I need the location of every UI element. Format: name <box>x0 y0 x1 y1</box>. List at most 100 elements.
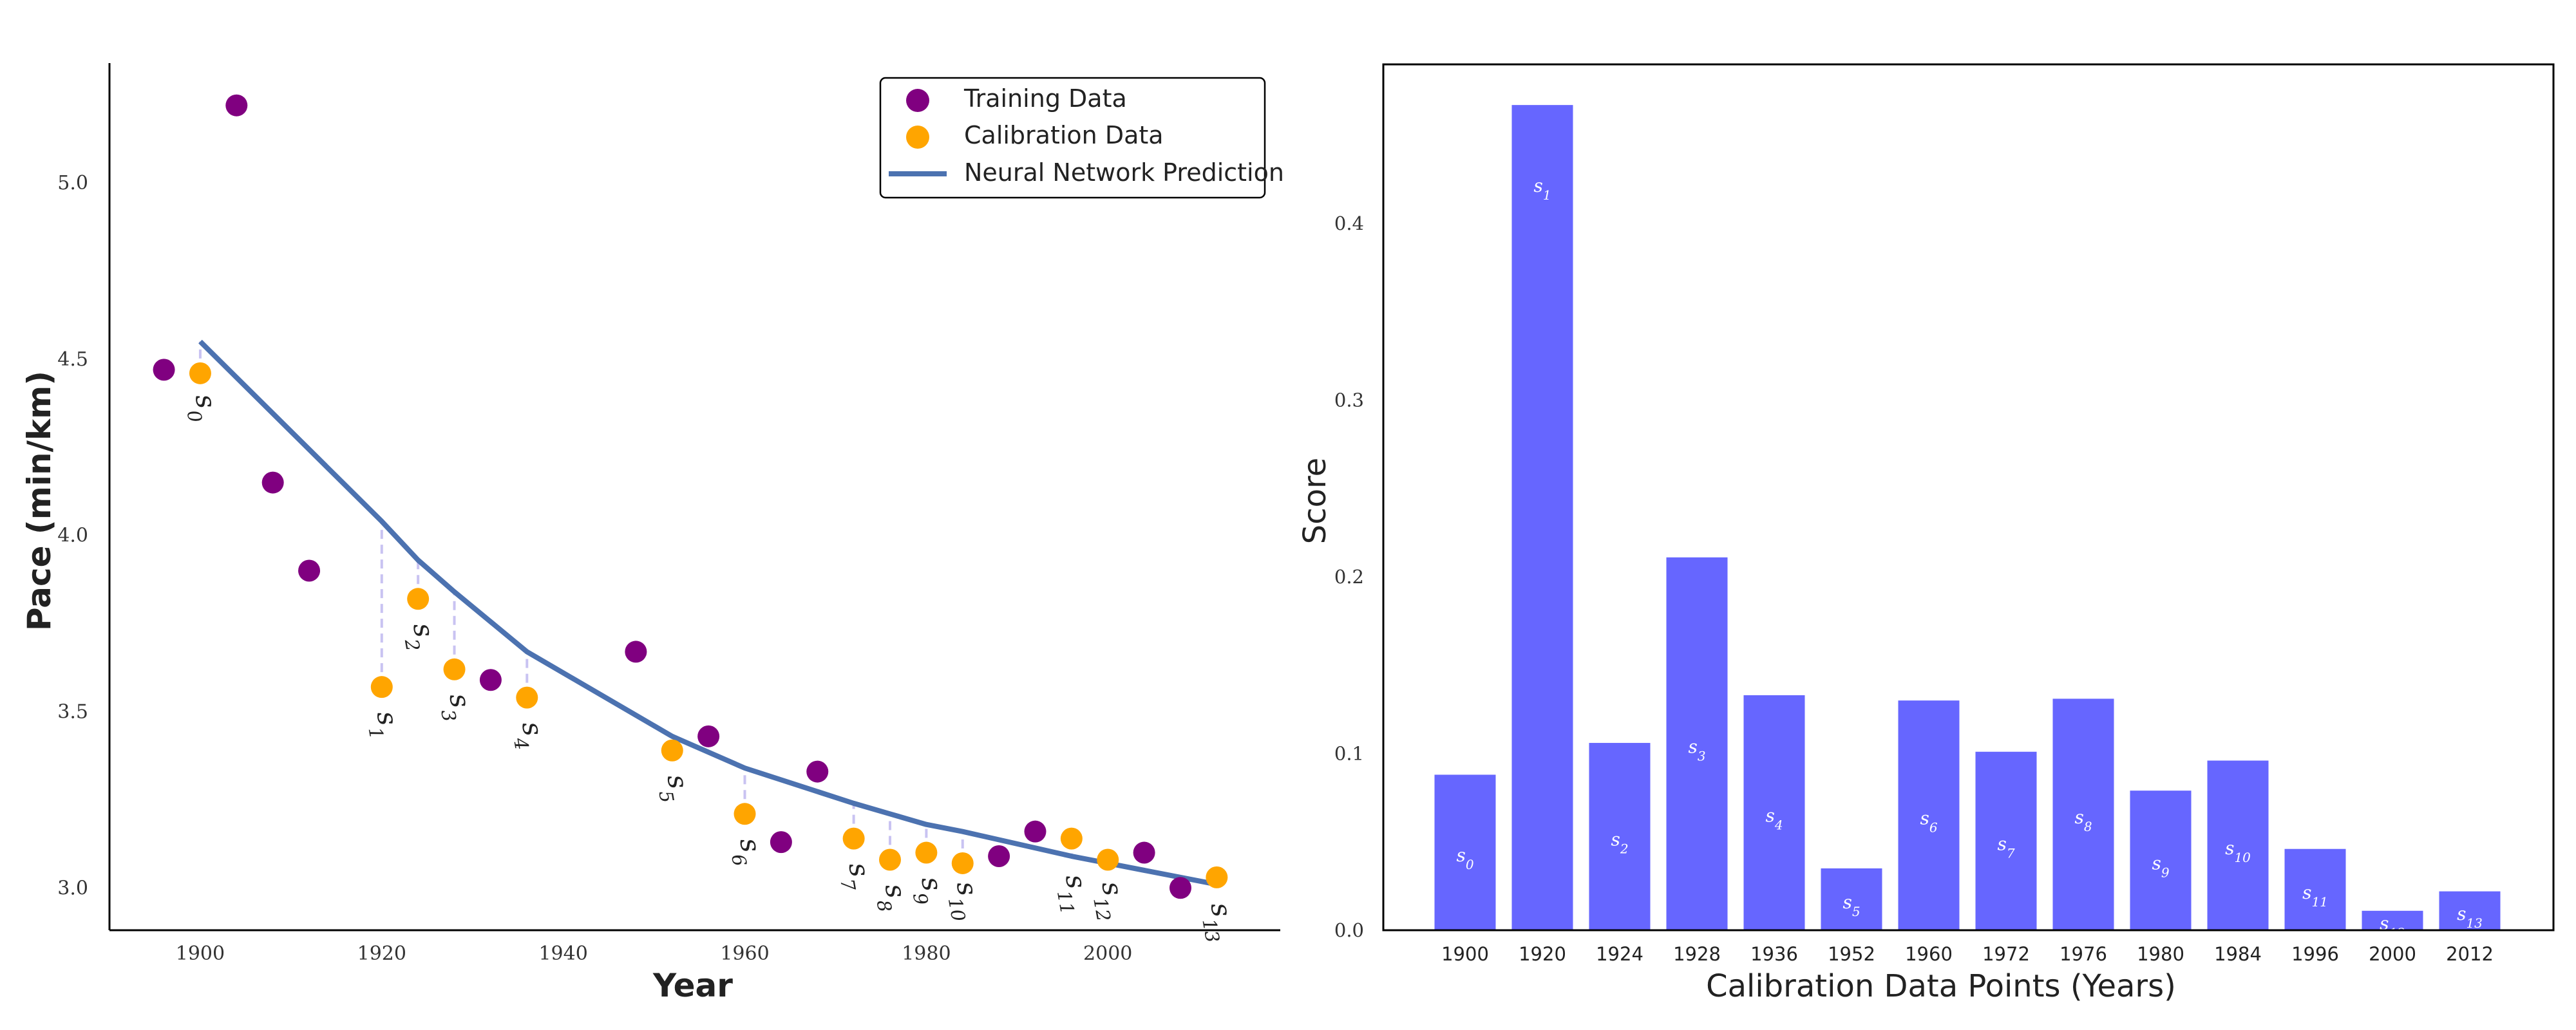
calibration-point-label: s9 <box>906 874 951 906</box>
bar-score-labels: s0 s1 s2 s3 s4 s5 s6 s7 s8 s9 s10 s11 s12 s13 <box>1456 175 2482 941</box>
score-bar <box>1821 868 1882 930</box>
calibration-point <box>842 827 865 850</box>
score-bar <box>2207 760 2269 930</box>
calibration-point-label: s11 <box>1050 872 1097 916</box>
training-point <box>225 94 248 117</box>
x-axis-label: Calibration Data Points (Years) <box>1706 968 2176 1004</box>
x-tick-label: 1900 <box>176 942 225 965</box>
training-point <box>1024 820 1046 843</box>
bar-score-label: s8 <box>2074 807 2092 834</box>
x-tick-label: 1996 <box>2291 943 2339 965</box>
x-tick-label: 1940 <box>538 942 587 965</box>
calibration-point-label: s3 <box>434 691 478 723</box>
score-bars <box>1434 105 2501 930</box>
score-bar <box>1666 557 1728 930</box>
y-tick-label: 0.3 <box>1334 389 1364 411</box>
x-tick-label: 1980 <box>2137 943 2184 965</box>
bar-score-label: s11 <box>2302 882 2328 910</box>
x-tick-labels: 1900 1920 1924 1928 1936 1952 1960 1972 1976 1980… <box>1441 943 2494 965</box>
y-tick-label: 0.1 <box>1334 743 1364 765</box>
training-point <box>697 725 720 747</box>
y-tick-label: 3.0 <box>57 877 88 899</box>
calibration-point-label: s5 <box>652 772 697 804</box>
y-tick-label: 4.5 <box>57 348 88 371</box>
score-bar <box>2439 891 2501 930</box>
score-bar <box>1589 743 1651 930</box>
x-tick-label: 1952 <box>1828 943 1875 965</box>
bar-score-label: s13 <box>2457 903 2483 931</box>
legend-prediction-label: Neural Network Prediction <box>964 158 1284 187</box>
legend-training-label: Training Data <box>963 84 1127 113</box>
calibration-point-label: s7 <box>834 860 878 893</box>
x-tick-label: 1924 <box>1596 943 1643 965</box>
y-tick-label: 0.2 <box>1334 566 1364 588</box>
calibration-point-label: s0 <box>180 391 225 424</box>
x-tick-label: 1976 <box>2060 943 2107 965</box>
x-tick-label: 1936 <box>1750 943 1798 965</box>
x-tick-label: 1980 <box>902 942 951 965</box>
calibration-point <box>661 739 683 762</box>
x-tick-label: 1920 <box>357 942 406 965</box>
training-point <box>261 471 284 494</box>
y-tick-label: 5.0 <box>57 172 88 194</box>
legend-frame <box>879 77 1266 199</box>
bar-score-label: s2 <box>1611 829 1628 857</box>
training-point <box>770 831 792 854</box>
bar-score-label: s0 <box>1456 845 1473 872</box>
bar-score-label: s4 <box>1765 805 1783 832</box>
calibration-point <box>1097 848 1119 871</box>
bar-score-label: s1 <box>1533 175 1551 203</box>
score-bar <box>2052 698 2114 930</box>
calibration-point-label: s1 <box>362 709 406 741</box>
training-point <box>625 641 647 663</box>
y-tick-label: 3.5 <box>57 701 88 724</box>
calibration-point-label: s4 <box>507 719 551 751</box>
calibration-point-label: s13 <box>1196 900 1242 944</box>
x-tick-label: 1900 <box>1441 943 1489 965</box>
calibration-point <box>370 676 393 698</box>
score-bar <box>1898 700 1960 930</box>
residual-lines <box>198 341 1218 885</box>
x-tick-label: 1928 <box>1673 943 1721 965</box>
calibration-point <box>189 362 211 384</box>
x-tick-label: 2000 <box>1083 942 1132 965</box>
training-point <box>298 559 321 582</box>
score-bar-chart: s0 s1 s2 s3 s4 s5 s6 s7 s8 s9 s10 s11 s12 s13 1900 192… <box>1297 63 2555 1004</box>
training-point <box>1169 877 1191 899</box>
bar-score-label: s9 <box>2152 853 2169 881</box>
y-axis-label: Pace (min/km) <box>21 371 58 631</box>
y-tick-label: 4.0 <box>57 525 88 547</box>
calibration-point <box>1060 827 1083 850</box>
score-bar <box>2362 910 2423 930</box>
score-bar <box>1743 695 1805 930</box>
calibration-point <box>879 848 901 871</box>
bar-score-label: s6 <box>1920 808 1937 836</box>
calibration-point <box>915 841 938 864</box>
bar-score-label: s3 <box>1688 736 1705 763</box>
calibration-point <box>951 852 974 874</box>
training-point <box>479 669 502 691</box>
bar-score-label: s12 <box>2380 913 2405 941</box>
x-tick-labels: 1900 1920 1940 1960 1980 2000 <box>176 942 1133 965</box>
x-tick-label: 1960 <box>720 942 769 965</box>
y-axis-label: Score <box>1297 458 1333 544</box>
y-tick-label: 0.0 <box>1334 919 1364 941</box>
score-bar <box>2284 848 2346 930</box>
prediction-line <box>198 339 1218 887</box>
calibration-point-label: s8 <box>870 881 914 913</box>
bar-score-label: s10 <box>2225 838 2251 865</box>
x-tick-label: 1972 <box>1982 943 2030 965</box>
calibration-point <box>734 803 756 825</box>
training-point <box>988 845 1010 868</box>
training-point <box>1133 841 1155 864</box>
x-tick-label: 1960 <box>1905 943 1953 965</box>
x-tick-label: 1920 <box>1519 943 1566 965</box>
score-bar <box>1975 751 2037 930</box>
legend-training-marker <box>906 89 929 112</box>
calibration-point <box>407 588 430 610</box>
x-axis-label: Year <box>652 967 733 1004</box>
bar-score-label: s5 <box>1842 892 1860 919</box>
